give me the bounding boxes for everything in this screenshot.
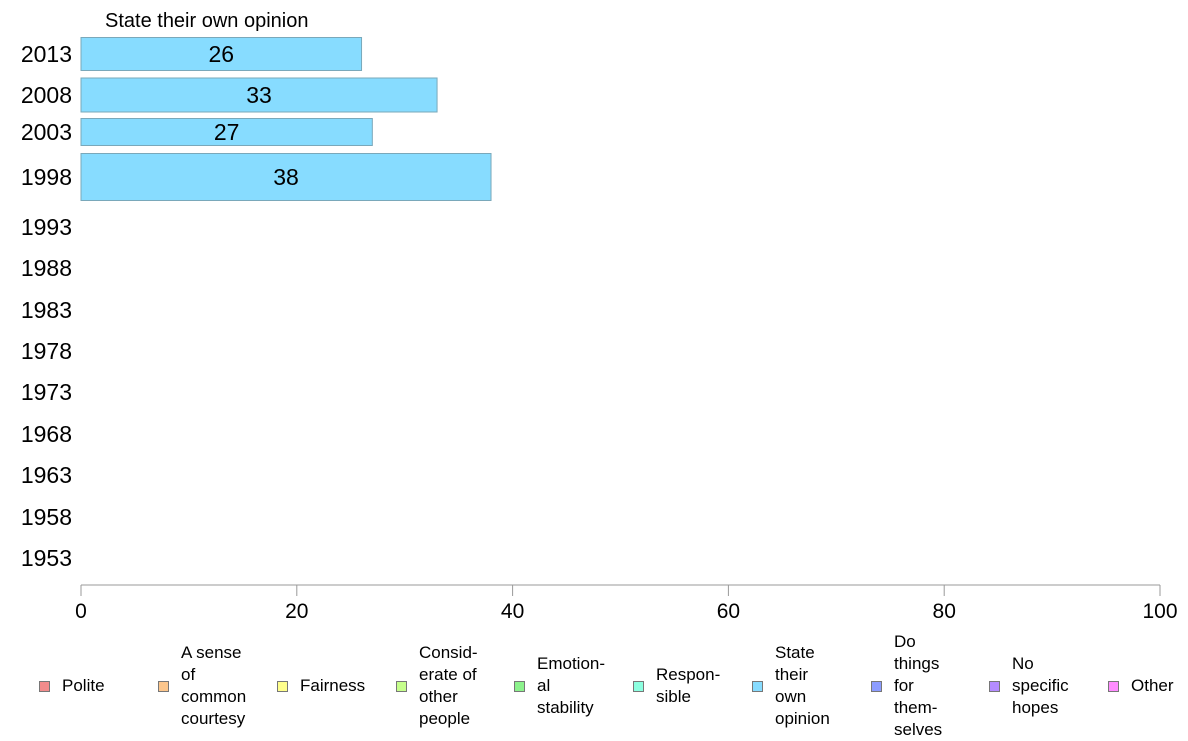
y-tick-label: 1983	[21, 297, 72, 323]
legend-label: Emotion- al stability	[537, 654, 606, 717]
bar	[80, 37, 363, 71]
bar	[80, 118, 373, 146]
legend-item: No specific hopes	[989, 636, 1069, 736]
legend-swatch	[396, 680, 407, 692]
legend-label: A sense of common courtesy	[181, 643, 247, 728]
legend-swatch	[514, 680, 525, 692]
y-tick-label: 1978	[21, 338, 72, 364]
bar-value-label: 33	[246, 82, 272, 108]
legend-item: Do things for them- selves	[871, 632, 942, 739]
legend-swatch	[1108, 680, 1119, 692]
legend-item: Fairness	[277, 636, 365, 736]
y-tick-label: 1988	[21, 255, 72, 281]
y-tick-label: 2003	[21, 119, 72, 145]
bar-value-label: 26	[208, 41, 234, 67]
y-tick-label: 1968	[21, 421, 72, 447]
legend-label: No specific hopes	[1012, 654, 1069, 717]
legend-swatch	[158, 680, 169, 692]
legend-item: A sense of common courtesy	[158, 636, 246, 736]
bar	[80, 77, 438, 113]
legend-swatch	[989, 680, 1000, 692]
y-tick-label: 1973	[21, 379, 72, 405]
y-tick-label: 1958	[21, 504, 72, 530]
legend-item: Emotion- al stability	[514, 636, 605, 736]
legend-item: Consid- erate of other people	[396, 636, 478, 736]
y-tick-label: 1963	[21, 462, 72, 488]
bar-value-label: 27	[214, 119, 240, 145]
legend-item: Respon- sible	[633, 636, 720, 736]
legend-label: Fairness	[300, 676, 366, 695]
legend-item: Other	[1108, 636, 1174, 736]
x-tick-label: 20	[285, 600, 308, 623]
y-tick-label: 1993	[21, 214, 72, 240]
y-axis-labels: 2013 2008 2003 1998 1993 1988 1983 1978 1973 1968…	[21, 41, 72, 571]
bar-value-label: 38	[273, 164, 299, 190]
legend-item: Polite	[39, 636, 105, 736]
legend: Polite A sense of common courtesy Fairness…	[0, 632, 1188, 739]
legend-item: State their own opinion	[752, 636, 830, 736]
x-tick-label: 60	[717, 600, 740, 623]
bar	[80, 153, 492, 201]
x-axis: 0 20 40 60 80 100	[75, 584, 1178, 623]
y-tick-label: 2008	[21, 82, 72, 108]
legend-label: Consid- erate of other people	[419, 643, 478, 728]
legend-label: Polite	[62, 676, 105, 695]
y-tick-label: 2013	[21, 41, 72, 67]
legend-label: Do things for them- selves	[894, 632, 943, 739]
legend-label: State their own opinion	[775, 643, 830, 728]
y-tick-label: 1998	[21, 164, 72, 190]
legend-swatch	[871, 680, 882, 692]
x-tick-label: 0	[75, 600, 87, 623]
x-tick-label: 80	[933, 600, 956, 623]
y-tick-label: 1953	[21, 545, 72, 571]
legend-label: Respon- sible	[656, 665, 721, 706]
legend-label: Other	[1131, 676, 1174, 695]
chart-title: State their own opinion	[105, 10, 308, 32]
x-tick-label: 100	[1142, 600, 1177, 623]
legend-swatch	[277, 680, 288, 692]
legend-swatch	[752, 680, 763, 692]
x-tick-label: 40	[501, 600, 524, 623]
legend-swatch	[39, 680, 50, 692]
legend-swatch	[633, 680, 644, 692]
